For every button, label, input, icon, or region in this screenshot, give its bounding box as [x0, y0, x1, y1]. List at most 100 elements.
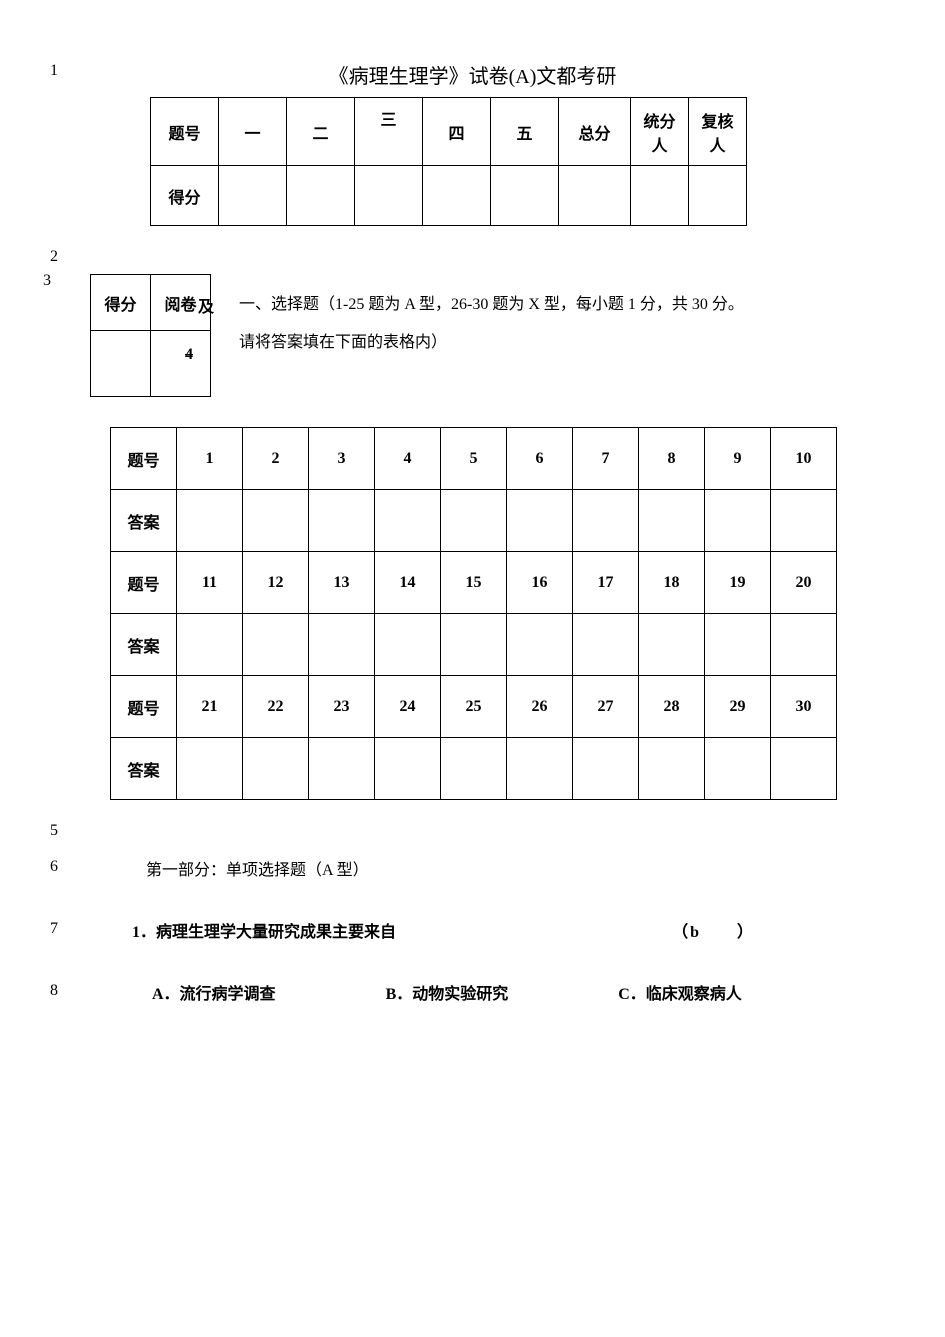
answer-cell	[375, 490, 441, 552]
linenum-6: 6	[50, 856, 90, 876]
answer-cell	[309, 738, 375, 800]
question-1-options: A．流行病学调查 B．动物实验研究 C．临床观察病人	[152, 980, 742, 1004]
answer-cell	[705, 738, 771, 800]
answer-num: 14	[375, 552, 441, 614]
score-col-4: 四	[423, 98, 491, 166]
score-col-3: 三	[355, 98, 423, 166]
answer-cell	[177, 738, 243, 800]
grade-section: 得分 阅卷及 3 一、选择题（1-25 题为 A 型，26-30 题为 X 型，…	[50, 274, 895, 397]
linenum-8: 8	[50, 980, 90, 1000]
answer-cell	[243, 738, 309, 800]
answer-row-label: 答案	[111, 490, 177, 552]
answer-num: 19	[705, 552, 771, 614]
score-cell	[631, 166, 689, 226]
question-1-text: 病理生理学大量研究成果主要来自	[156, 918, 396, 942]
score-total: 总分	[559, 98, 631, 166]
title-row: 1 《病理生理学》试卷(A)文都考研	[50, 60, 895, 89]
answer-cell	[441, 738, 507, 800]
answer-cell	[243, 490, 309, 552]
answer-num: 9	[705, 428, 771, 490]
answer-cell	[705, 614, 771, 676]
score-col-5: 五	[491, 98, 559, 166]
score-cell	[355, 166, 423, 226]
answer-num: 24	[375, 676, 441, 738]
section-1-text-2: 请将答案填在下面的表格内）	[239, 334, 447, 351]
answer-num: 6	[507, 428, 573, 490]
answer-num: 16	[507, 552, 573, 614]
answer-cell	[573, 490, 639, 552]
score-summary-table: 题号 一 二 三 四 五 总分 统分 人 复核 人 得分	[150, 97, 747, 226]
answer-num: 30	[771, 676, 837, 738]
section-1-instructions: 3 一、选择题（1-25 题为 A 型，26-30 题为 X 型，每小题 1 分…	[211, 274, 895, 363]
answer-cell	[177, 490, 243, 552]
answer-row-label: 题号	[111, 676, 177, 738]
answer-cell	[375, 738, 441, 800]
answer-row-label: 答案	[111, 738, 177, 800]
answer-cell	[309, 614, 375, 676]
answer-num: 8	[639, 428, 705, 490]
answer-num: 21	[177, 676, 243, 738]
score-cell	[491, 166, 559, 226]
score-col-1: 一	[219, 98, 287, 166]
answer-grid-table: 题号 1 2 3 4 5 6 7 8 9 10 答案 题号 11 12 13 1…	[110, 427, 837, 800]
answer-cell	[243, 614, 309, 676]
linenum-3: 3	[43, 262, 51, 300]
answer-row-label: 题号	[111, 428, 177, 490]
answer-num: 15	[441, 552, 507, 614]
answer-num: 12	[243, 552, 309, 614]
answer-num: 17	[573, 552, 639, 614]
linenum-1: 1	[50, 60, 90, 80]
answer-cell	[375, 614, 441, 676]
score-cell	[219, 166, 287, 226]
answer-num: 3	[309, 428, 375, 490]
table-row: 得分 阅卷及	[91, 275, 211, 331]
answer-cell	[507, 614, 573, 676]
page-title: 《病理生理学》试卷(A)文都考研	[90, 60, 895, 89]
option-c: C．临床观察病人	[618, 980, 742, 1004]
grade-cell-score: 得分	[91, 275, 151, 331]
answer-num: 7	[573, 428, 639, 490]
answer-cell	[177, 614, 243, 676]
question-1: 1． 病理生理学大量研究成果主要来自 （b ）	[132, 918, 895, 942]
grade-cell	[91, 331, 151, 397]
score-col-2: 二	[287, 98, 355, 166]
answer-num: 20	[771, 552, 837, 614]
answer-cell	[639, 490, 705, 552]
answer-cell	[705, 490, 771, 552]
linenum-4: 4	[185, 336, 193, 374]
question-1-number: 1．	[132, 918, 156, 942]
answer-num: 27	[573, 676, 639, 738]
linenum-7: 7	[50, 918, 90, 938]
part-1-heading: 第一部分：单项选择题（A 型）	[146, 856, 369, 880]
table-row: 答案	[111, 614, 837, 676]
score-cell	[689, 166, 747, 226]
answer-cell	[573, 614, 639, 676]
grade-cell-reviewer: 阅卷及	[151, 275, 211, 331]
question-1-answer-blank: （b ）	[672, 918, 895, 942]
answer-cell	[771, 490, 837, 552]
answer-num: 11	[177, 552, 243, 614]
line-8: 8 A．流行病学调查 B．动物实验研究 C．临床观察病人	[50, 980, 895, 1004]
table-row: 得分	[151, 166, 747, 226]
line-6: 6 第一部分：单项选择题（A 型）	[50, 856, 895, 880]
line-7: 7 1． 病理生理学大量研究成果主要来自 （b ）	[50, 918, 895, 942]
score-cell	[287, 166, 355, 226]
linenum-2: 2	[50, 246, 90, 266]
answer-cell	[573, 738, 639, 800]
answer-num: 22	[243, 676, 309, 738]
answer-num: 25	[441, 676, 507, 738]
answer-cell	[441, 614, 507, 676]
answer-cell	[771, 614, 837, 676]
line-5: 5	[50, 820, 895, 840]
answer-cell	[507, 738, 573, 800]
answer-num: 2	[243, 428, 309, 490]
table-row: 题号 1 2 3 4 5 6 7 8 9 10	[111, 428, 837, 490]
score-staff-1: 统分 人	[631, 98, 689, 166]
option-a: A．流行病学调查	[152, 980, 276, 1004]
table-row: 答案	[111, 738, 837, 800]
score-cell	[559, 166, 631, 226]
answer-num: 10	[771, 428, 837, 490]
option-b: B．动物实验研究	[386, 980, 509, 1004]
answer-num: 29	[705, 676, 771, 738]
table-row: 答案	[111, 490, 837, 552]
